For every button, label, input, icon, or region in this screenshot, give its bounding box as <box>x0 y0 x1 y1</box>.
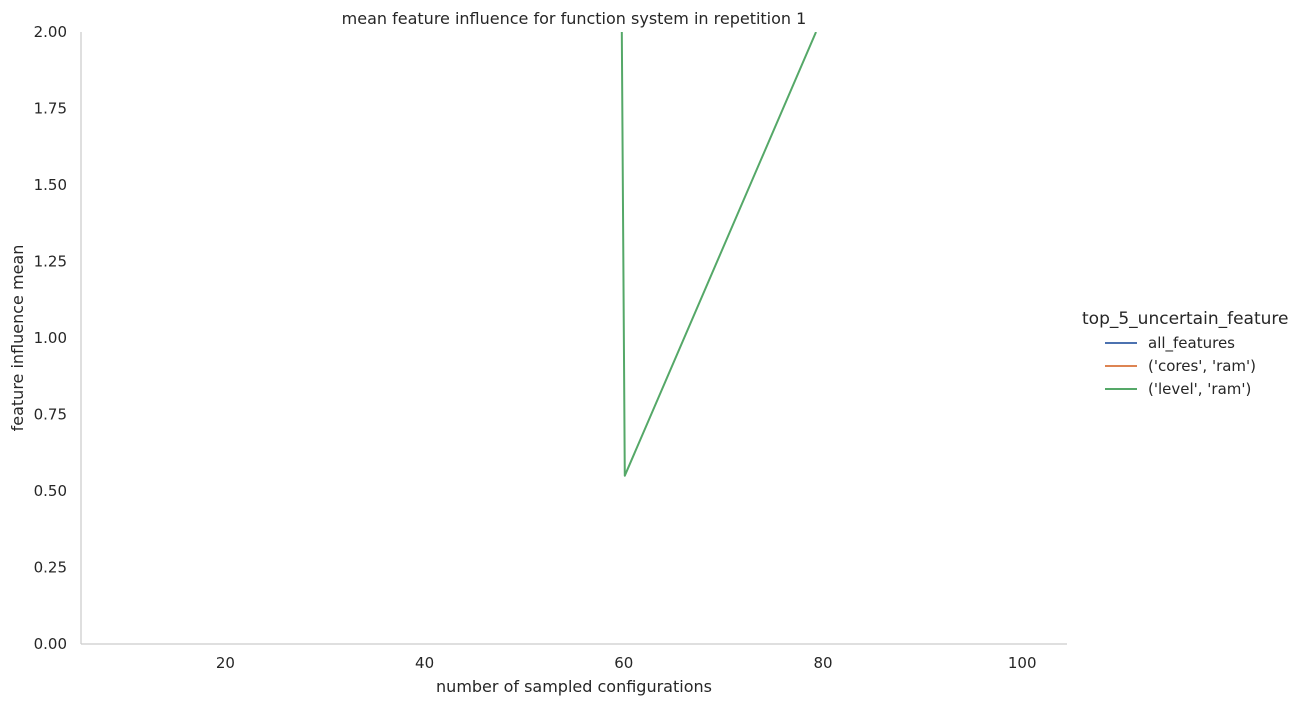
chart-title: mean feature influence for function syst… <box>342 9 807 28</box>
y-tick-label: 0.25 <box>34 559 67 577</box>
legend-label-1: ('cores', 'ram') <box>1148 357 1256 375</box>
y-tick-label: 0.75 <box>34 406 67 424</box>
legend-label-0: all_features <box>1148 334 1235 353</box>
y-tick-label: 0.50 <box>34 482 67 500</box>
y-tick-label: 0.00 <box>34 635 67 653</box>
y-tick-label: 2.00 <box>34 23 67 41</box>
legend: top_5_uncertain_feature all_features ('co… <box>1082 309 1288 398</box>
y-axis-label: feature influence mean <box>8 245 27 432</box>
y-tick-label: 1.00 <box>34 329 67 347</box>
x-tick-label: 20 <box>216 654 235 672</box>
legend-label-2: ('level', 'ram') <box>1148 380 1251 398</box>
x-tick-label: 40 <box>415 654 434 672</box>
x-ticks: 20 40 60 80 100 <box>216 654 1037 672</box>
y-ticks: 0.00 0.25 0.50 0.75 1.00 1.25 1.50 1.75 2.00 <box>34 23 67 653</box>
x-tick-label: 60 <box>614 654 633 672</box>
y-tick-label: 1.25 <box>34 253 67 271</box>
series-layer <box>620 32 817 477</box>
legend-title: top_5_uncertain_feature <box>1082 309 1288 329</box>
series-line-2 <box>620 32 817 477</box>
y-tick-label: 1.75 <box>34 100 67 118</box>
x-tick-label: 100 <box>1008 654 1037 672</box>
y-tick-label: 1.50 <box>34 176 67 194</box>
x-tick-label: 80 <box>813 654 832 672</box>
x-axis-label: number of sampled configurations <box>436 677 712 696</box>
